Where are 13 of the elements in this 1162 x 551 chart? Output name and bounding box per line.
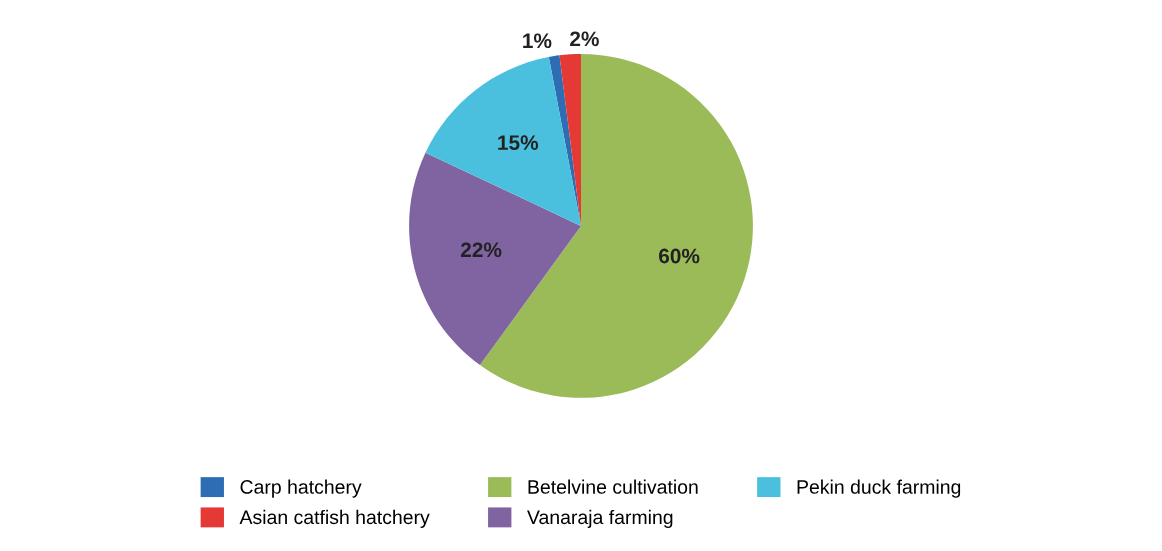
- data-label: 15%: [498, 135, 539, 150]
- pie-slice: [548, 55, 581, 226]
- data-label: 1%: [523, 33, 552, 49]
- legend-label: Betelvine cultivation: [528, 479, 698, 494]
- pie-slice: [409, 152, 581, 365]
- data-label: 22%: [460, 242, 502, 258]
- data-label: 2%: [570, 31, 599, 47]
- legend-label: Carp hatchery: [240, 479, 362, 498]
- legend-label: Pekin duck farming: [797, 479, 961, 498]
- pie-slice: [425, 57, 581, 226]
- legend-label: Asian catfish hatchery: [239, 509, 430, 528]
- data-label: 60%: [659, 248, 700, 264]
- legend-label: Vanaraja farming: [527, 509, 673, 528]
